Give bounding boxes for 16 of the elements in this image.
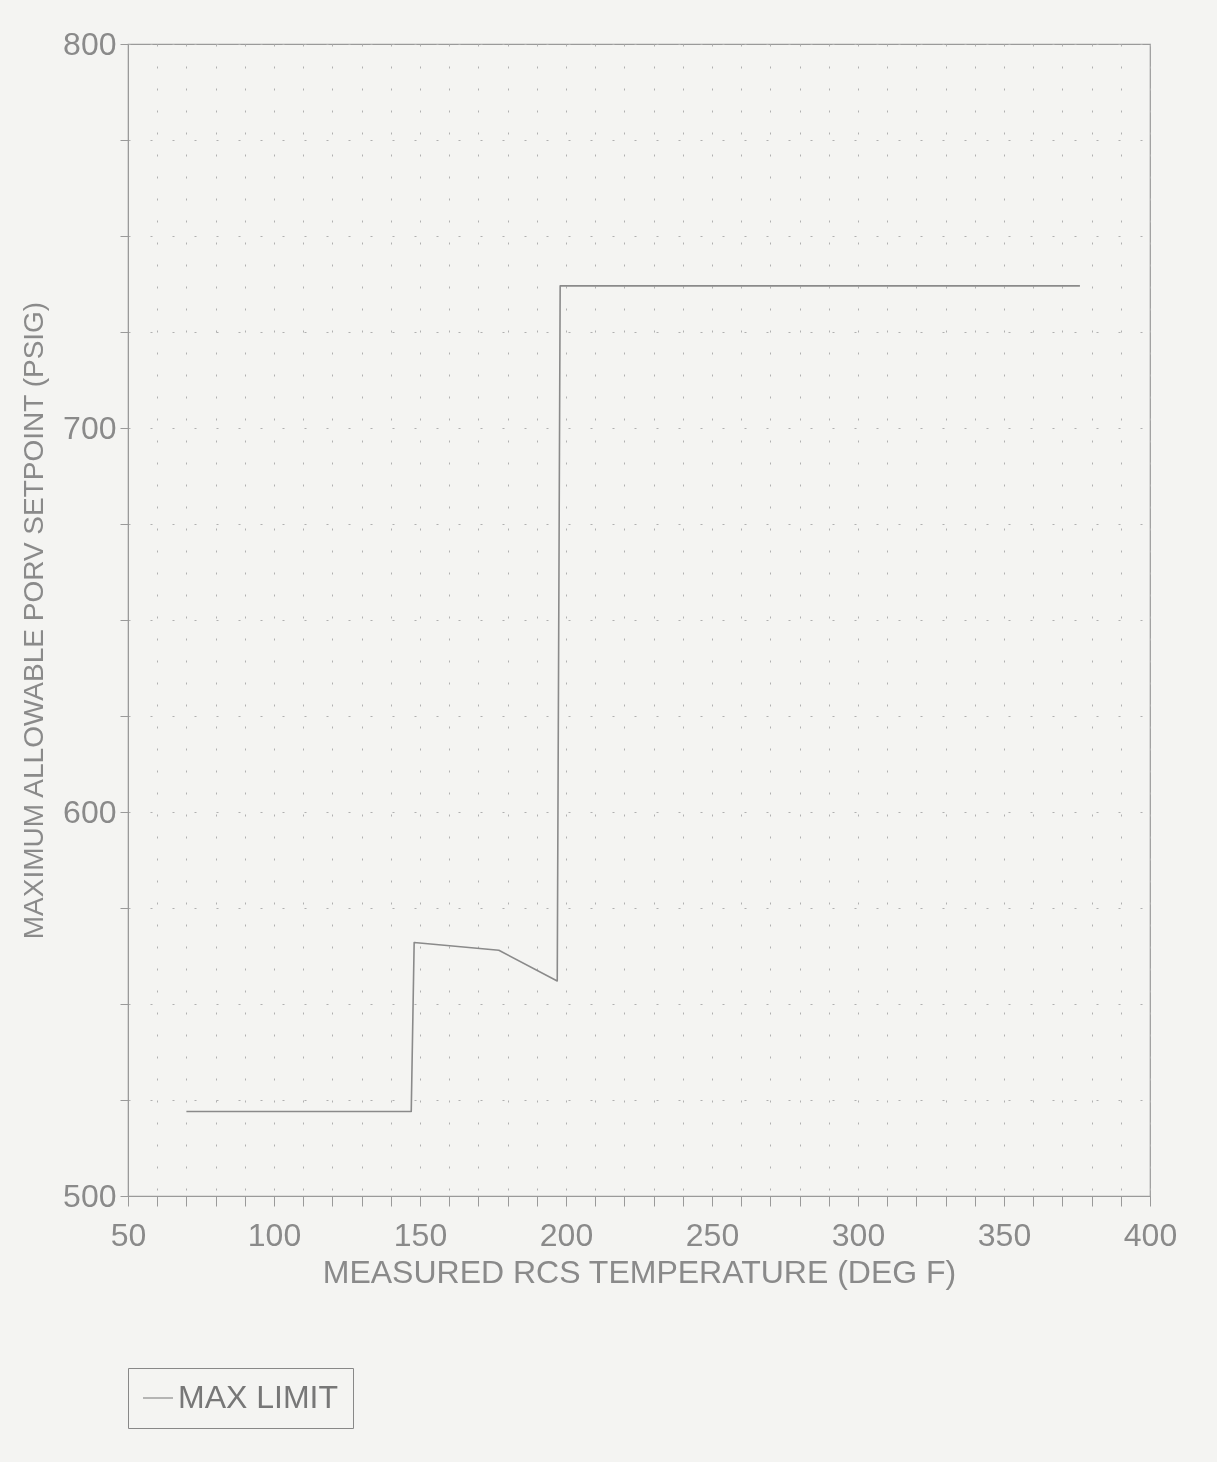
legend-label: MAX LIMIT (178, 1379, 339, 1415)
x-tick-label: 50 (110, 1216, 147, 1253)
y-tick-label: 700 (63, 409, 117, 446)
y-axis-title: MAXIMUM ALLOWABLE PORV SETPOINT (PSIG) (18, 301, 50, 940)
y-tick-label: 600 (63, 793, 117, 830)
y-tick-label: 500 (63, 1177, 117, 1214)
x-tick-label: 400 (1123, 1216, 1178, 1253)
x-axis-title: MEASURED RCS TEMPERATURE (DEG F) (322, 1253, 957, 1290)
x-tick-label: 350 (977, 1216, 1032, 1253)
y-tick-label: 800 (63, 25, 117, 62)
line-series (185, 285, 1081, 1113)
x-tick-label: 150 (393, 1216, 448, 1253)
x-tick-label: 250 (685, 1216, 740, 1253)
x-tick-label: 300 (831, 1216, 886, 1253)
x-tick-label: 200 (539, 1216, 594, 1253)
x-tick-label: 100 (247, 1216, 302, 1253)
